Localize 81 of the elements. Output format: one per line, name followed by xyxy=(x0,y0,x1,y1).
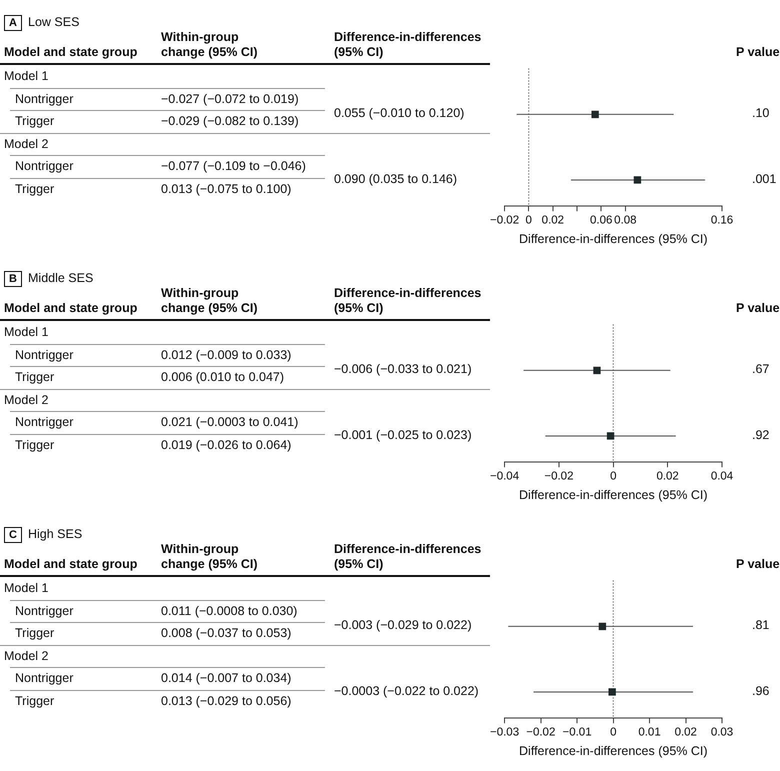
x-tick-label: 0.16 xyxy=(710,214,734,226)
text: Trigger xyxy=(15,114,54,129)
text: −0.027 (−0.072 to 0.019) xyxy=(161,92,299,106)
x-tick-label: 0.02 xyxy=(542,214,564,226)
x-tick-label: −0.04 xyxy=(490,470,520,482)
x-axis-title: Difference-in-differences (95% CI) xyxy=(519,232,708,246)
text: .81 xyxy=(752,618,770,634)
x-tick-label: 0.02 xyxy=(656,470,679,482)
text: Model 2 xyxy=(4,392,48,408)
text: −0.003 (−0.029 to 0.022) xyxy=(334,618,472,634)
text: Difference-in-differences (95% CI) xyxy=(334,30,482,60)
text: Nontrigger xyxy=(15,604,74,618)
text: Within-group change (95% CI) xyxy=(161,286,259,316)
x-axis-title: Difference-in-differences (95% CI) xyxy=(519,744,708,758)
text: Trigger xyxy=(15,626,54,641)
text: Trigger xyxy=(15,438,54,452)
x-tick-label: −0.02 xyxy=(526,726,556,738)
text: Nontrigger xyxy=(15,348,74,362)
text: Difference-in-differences (95% CI) xyxy=(334,542,482,572)
text: 0.014 (−0.007 to 0.034) xyxy=(161,671,292,686)
x-tick-label: −0.03 xyxy=(490,726,520,738)
text: A xyxy=(4,15,22,31)
text: Model and state group xyxy=(4,301,138,316)
x-tick-label: 0.01 xyxy=(638,726,661,738)
text: Nontrigger xyxy=(15,159,74,174)
text: P value xyxy=(736,557,780,572)
text: −0.029 (−0.082 to 0.139) xyxy=(161,114,299,129)
text: .10 xyxy=(752,106,770,122)
text: Trigger xyxy=(15,694,54,708)
x-tick-label: 0.06 xyxy=(590,214,612,226)
text: Nontrigger xyxy=(15,92,74,106)
text: B xyxy=(4,271,22,287)
text: 0.055 (−0.010 to 0.120) xyxy=(334,106,464,122)
text: Trigger xyxy=(15,182,54,196)
text: C xyxy=(4,527,22,543)
text: 0.008 (−0.037 to 0.053) xyxy=(161,626,292,641)
text: 0.013 (−0.075 to 0.100) xyxy=(161,182,292,196)
text: Nontrigger xyxy=(15,415,74,430)
x-tick-label: −0.01 xyxy=(562,726,592,738)
text: .001 xyxy=(752,172,776,187)
text: 0.013 (−0.029 to 0.056) xyxy=(161,694,292,708)
x-tick-label: 0 xyxy=(526,214,532,226)
text: 0.006 (0.010 to 0.047) xyxy=(161,370,284,385)
text: 0.021 (−0.0003 to 0.041) xyxy=(161,415,298,430)
x-tick-label: 0.03 xyxy=(710,726,734,738)
text: Model and state group xyxy=(4,45,138,60)
x-tick-label: 0 xyxy=(610,726,616,738)
text: Model and state group xyxy=(4,557,138,572)
text: −0.0003 (−0.022 to 0.022) xyxy=(334,684,479,699)
x-axis-title: Difference-in-differences (95% CI) xyxy=(519,488,708,502)
text: High SES xyxy=(28,527,82,542)
text: Model 1 xyxy=(4,325,48,340)
text: .96 xyxy=(752,684,770,699)
text: 0.012 (−0.009 to 0.033) xyxy=(161,348,292,362)
text: Difference-in-differences (95% CI) xyxy=(334,286,482,316)
text: Low SES xyxy=(28,15,80,30)
text: 0.011 (−0.0008 to 0.030) xyxy=(161,604,298,618)
x-tick-label: 0.08 xyxy=(614,214,637,226)
x-tick-label: 0 xyxy=(610,470,616,482)
text: Model 2 xyxy=(4,136,48,152)
text: P value xyxy=(736,301,780,316)
text: Model 1 xyxy=(4,581,48,596)
text: −0.077 (−0.109 to −0.046) xyxy=(161,159,306,174)
text: Trigger xyxy=(15,370,54,385)
text: Middle SES xyxy=(28,271,94,286)
text: 0.019 (−0.026 to 0.064) xyxy=(161,438,292,452)
text: 0.090 (0.035 to 0.146) xyxy=(334,172,458,187)
text: Model 1 xyxy=(4,69,48,84)
text: −0.006 (−0.033 to 0.021) xyxy=(334,362,472,378)
text: Within-group change (95% CI) xyxy=(161,30,259,60)
text: Nontrigger xyxy=(15,671,74,686)
text: .92 xyxy=(752,428,770,443)
x-tick-label: 0.04 xyxy=(710,470,734,482)
text: Model 2 xyxy=(4,648,48,664)
text: Within-group change (95% CI) xyxy=(161,542,259,572)
text: P value xyxy=(736,45,780,60)
x-tick-label: 0.02 xyxy=(674,726,697,738)
text: .67 xyxy=(752,362,770,378)
text: −0.001 (−0.025 to 0.023) xyxy=(334,428,472,443)
x-tick-label: −0.02 xyxy=(544,470,574,482)
x-tick-label: −0.02 xyxy=(490,214,520,226)
